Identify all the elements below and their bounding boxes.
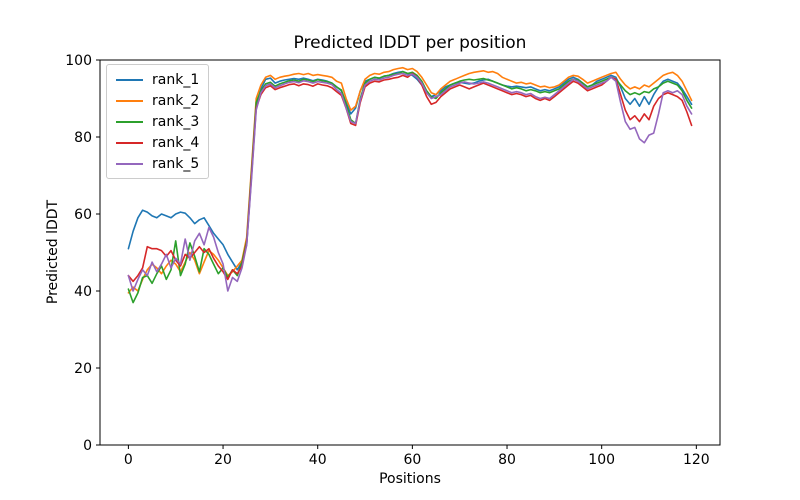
- x-axis-label: Positions: [379, 471, 441, 487]
- y-tick-label: 100: [65, 53, 92, 69]
- x-tick-label: 0: [124, 452, 133, 468]
- legend-line-swatch: [116, 120, 143, 123]
- x-tick-label: 60: [403, 452, 421, 468]
- series-line-rank_1: [127, 70, 693, 271]
- legend-item-rank_3: rank_3: [116, 111, 199, 132]
- x-tick-label: 120: [683, 452, 710, 468]
- x-tick-label: 40: [309, 452, 327, 468]
- legend-item-rank_5: rank_5: [116, 153, 199, 174]
- series-line-rank_2: [127, 66, 693, 294]
- y-tick-label: 60: [74, 207, 92, 223]
- legend-line-swatch: [116, 78, 143, 81]
- legend-label: rank_3: [152, 113, 200, 130]
- y-tick-label: 0: [83, 438, 92, 454]
- legend-label: rank_5: [152, 155, 200, 172]
- y-tick-label: 40: [74, 284, 92, 300]
- legend-label: rank_2: [152, 92, 200, 109]
- legend-line-swatch: [116, 141, 143, 144]
- legend-label: rank_1: [152, 71, 200, 88]
- x-tick-label: 100: [588, 452, 615, 468]
- legend: rank_1 rank_2 rank_3 rank_4 rank_5: [106, 64, 210, 179]
- legend-item-rank_1: rank_1: [116, 69, 199, 90]
- y-tick-label: 80: [74, 130, 92, 146]
- y-tick-label: 20: [74, 361, 92, 377]
- legend-item-rank_2: rank_2: [116, 90, 199, 111]
- series-line-rank_5: [127, 72, 693, 292]
- axes-frame: [99, 59, 721, 446]
- legend-line-swatch: [116, 99, 143, 102]
- series-line-rank_4: [127, 72, 693, 283]
- legend-line-swatch: [116, 162, 143, 165]
- x-tick-label: 20: [214, 452, 232, 468]
- y-axis-label: Predicted lDDT: [45, 199, 61, 305]
- legend-label: rank_4: [152, 134, 200, 151]
- x-tick-label: 80: [498, 452, 516, 468]
- series-line-rank_3: [127, 70, 693, 304]
- legend-item-rank_4: rank_4: [116, 132, 199, 153]
- chart-title: Predicted lDDT per position: [293, 33, 527, 53]
